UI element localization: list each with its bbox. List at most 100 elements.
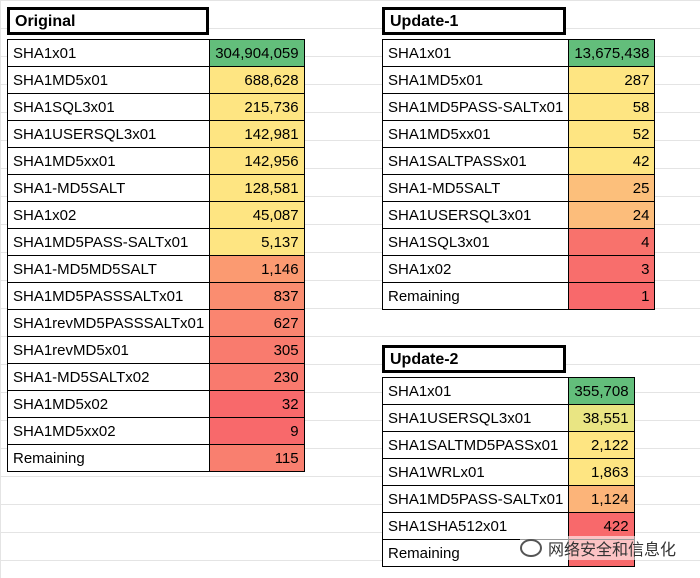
row-name-cell[interactable]: SHA1-MD5SALTx02 [6,363,211,391]
table-row[interactable]: SHA1MD5x01 688,628 [6,66,305,94]
row-name-cell[interactable]: SHA1SALTMD5PASSx01 [381,431,570,459]
row-value-cell[interactable]: 1,146 [209,255,305,283]
table-row[interactable]: SHA1MD5PASS-SALTx01 5,137 [6,228,305,256]
row-name-cell[interactable]: SHA1SQL3x01 [6,93,211,121]
row-name-cell[interactable]: SHA1x02 [381,255,570,283]
row-value-cell[interactable]: 42 [568,147,656,175]
row-value-cell[interactable]: 32 [209,390,305,418]
table-row[interactable]: SHA1WRLx01 1,863 [381,458,635,486]
table-row[interactable]: SHA1SALTMD5PASSx01 2,122 [381,431,635,459]
row-value-cell[interactable]: 688,628 [209,66,305,94]
table-row[interactable]: SHA1MD5xx01 142,956 [6,147,305,175]
row-value-cell[interactable]: 25 [568,174,656,202]
row-name-cell[interactable]: SHA1-MD5MD5SALT [6,255,211,283]
row-name-cell[interactable]: SHA1MD5PASS-SALTx01 [6,228,211,256]
row-name-cell[interactable]: SHA1SQL3x01 [381,228,570,256]
table-row[interactable]: SHA1x01 13,675,438 [381,39,656,67]
row-value-cell[interactable]: 142,956 [209,147,305,175]
table-row[interactable]: SHA1SQL3x01 215,736 [6,93,305,121]
row-value-cell[interactable]: 4 [568,228,656,256]
row-name-cell[interactable]: SHA1MD5x02 [6,390,211,418]
row-name-cell[interactable]: SHA1MD5xx01 [6,147,211,175]
row-name-cell[interactable]: Remaining [6,444,211,472]
row-value-cell[interactable]: 1,863 [568,458,635,486]
row-name-cell[interactable]: SHA1WRLx01 [381,458,570,486]
row-value-cell[interactable]: 142,981 [209,120,305,148]
table-row[interactable]: SHA1MD5PASS-SALTx01 58 [381,93,656,121]
row-value-cell[interactable]: 13,675,438 [568,39,656,67]
table-row[interactable]: SHA1MD5x01 287 [381,66,656,94]
row-value-cell[interactable]: 305 [209,336,305,364]
table-row[interactable]: SHA1x01 355,708 [381,377,635,405]
row-name-cell[interactable]: SHA1x01 [381,39,570,67]
table-row[interactable]: SHA1-MD5SALTx02 230 [6,363,305,391]
row-name-cell[interactable]: SHA1x02 [6,201,211,229]
original-title[interactable]: Original [7,7,209,35]
table-row[interactable]: SHA1USERSQL3x01 24 [381,201,656,229]
table-row[interactable]: SHA1-MD5MD5SALT 1,146 [6,255,305,283]
row-value-cell[interactable]: 115 [209,444,305,472]
table-row[interactable]: SHA1MD5PASS-SALTx01 1,124 [381,485,635,513]
table-row[interactable]: SHA1-MD5SALT 25 [381,174,656,202]
table-row[interactable]: Remaining 115 [6,444,305,472]
row-name-cell[interactable]: Remaining [381,282,570,310]
row-name-cell[interactable]: SHA1SHA512x01 [381,512,570,540]
wechat-icon [519,539,542,557]
table-row[interactable]: SHA1SHA512x01 422 [381,512,635,540]
row-name-cell[interactable]: SHA1-MD5SALT [6,174,211,202]
table-row[interactable]: SHA1MD5PASSSALTx01 837 [6,282,305,310]
table-row[interactable]: SHA1revMD5x01 305 [6,336,305,364]
row-value-cell[interactable]: 58 [568,93,656,121]
table-row[interactable]: SHA1x02 45,087 [6,201,305,229]
row-name-cell[interactable]: SHA1x01 [381,377,570,405]
row-value-cell[interactable]: 2,122 [568,431,635,459]
table-row[interactable]: SHA1revMD5PASSSALTx01 627 [6,309,305,337]
row-value-cell[interactable]: 3 [568,255,656,283]
row-name-cell[interactable]: SHA1MD5xx02 [6,417,211,445]
row-name-cell[interactable]: SHA1MD5PASSSALTx01 [6,282,211,310]
row-value-cell[interactable]: 230 [209,363,305,391]
row-name-cell[interactable]: SHA1MD5x01 [6,66,211,94]
row-value-cell[interactable]: 627 [209,309,305,337]
update2-title[interactable]: Update-2 [382,345,566,373]
table-row[interactable]: SHA1MD5x02 32 [6,390,305,418]
row-value-cell[interactable]: 1,124 [568,485,635,513]
row-value-cell[interactable]: 45,087 [209,201,305,229]
table-row[interactable]: SHA1MD5xx01 52 [381,120,656,148]
row-name-cell[interactable]: SHA1MD5PASS-SALTx01 [381,485,570,513]
row-value-cell[interactable]: 5,137 [209,228,305,256]
row-name-cell[interactable]: SHA1SALTPASSx01 [381,147,570,175]
row-name-cell[interactable]: SHA1revMD5x01 [6,336,211,364]
table-row[interactable]: Remaining 1 [381,282,656,310]
table-row[interactable]: SHA1MD5xx02 9 [6,417,305,445]
row-name-cell[interactable]: SHA1USERSQL3x01 [381,404,570,432]
table-row[interactable]: SHA1USERSQL3x01 142,981 [6,120,305,148]
table-row[interactable]: SHA1SQL3x01 4 [381,228,656,256]
row-value-cell[interactable]: 9 [209,417,305,445]
watermark-text: 网络安全和信息化 [547,542,676,559]
row-value-cell[interactable]: 355,708 [568,377,635,405]
row-name-cell[interactable]: SHA1USERSQL3x01 [381,201,570,229]
table-row[interactable]: SHA1USERSQL3x01 38,551 [381,404,635,432]
row-name-cell[interactable]: SHA1-MD5SALT [381,174,570,202]
row-name-cell[interactable]: SHA1MD5x01 [381,66,570,94]
table-row[interactable]: SHA1x02 3 [381,255,656,283]
row-value-cell[interactable]: 215,736 [209,93,305,121]
row-value-cell[interactable]: 128,581 [209,174,305,202]
row-name-cell[interactable]: SHA1MD5xx01 [381,120,570,148]
row-value-cell[interactable]: 24 [568,201,656,229]
row-value-cell[interactable]: 287 [568,66,656,94]
row-value-cell[interactable]: 837 [209,282,305,310]
row-name-cell[interactable]: SHA1x01 [6,39,211,67]
table-row[interactable]: SHA1x01 304,904,059 [6,39,305,67]
row-name-cell[interactable]: SHA1USERSQL3x01 [6,120,211,148]
update1-title[interactable]: Update-1 [382,7,566,35]
row-value-cell[interactable]: 52 [568,120,656,148]
row-name-cell[interactable]: SHA1MD5PASS-SALTx01 [381,93,570,121]
row-value-cell[interactable]: 1 [568,282,656,310]
row-value-cell[interactable]: 38,551 [568,404,635,432]
table-row[interactable]: SHA1SALTPASSx01 42 [381,147,656,175]
row-value-cell[interactable]: 304,904,059 [209,39,305,67]
row-name-cell[interactable]: SHA1revMD5PASSSALTx01 [6,309,211,337]
table-row[interactable]: SHA1-MD5SALT 128,581 [6,174,305,202]
